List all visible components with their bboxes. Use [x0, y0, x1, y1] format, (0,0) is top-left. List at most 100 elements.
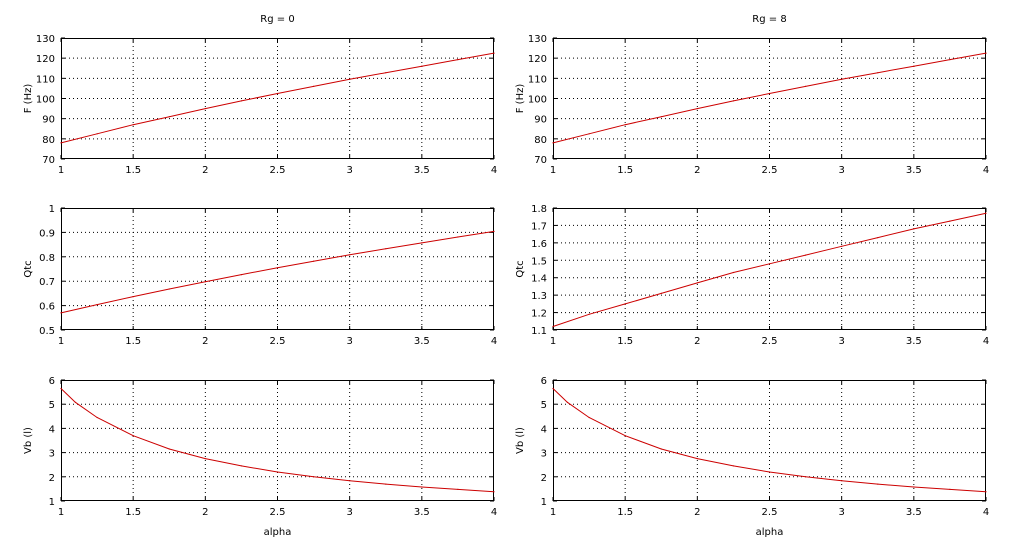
y-tick-label: 1.1: [531, 326, 547, 337]
x-tick-label: 3: [346, 336, 352, 347]
plot-panel-right-middle: 1 1.5 2 2.5 3 3.5 4 1.1 1.2 1.3 1.4 1.5 1.6 1.7 1.8 Qtc: [515, 204, 989, 347]
data-point: [132, 124, 134, 126]
y-axis-label: Vb (l): [23, 427, 34, 454]
data-point: [913, 65, 915, 67]
data-point: [588, 133, 590, 135]
x-tick-label: 2: [694, 507, 700, 518]
data-point: [204, 108, 206, 110]
data-point: [168, 448, 170, 450]
y-tick-label: 1.3: [531, 291, 547, 302]
x-tick-label: 1.5: [125, 507, 141, 518]
data-point: [624, 124, 626, 126]
x-tick-label: 4: [491, 165, 497, 176]
y-tick-label: 5: [49, 400, 55, 411]
y-tick-label: 2: [49, 473, 55, 484]
data-point: [985, 212, 987, 214]
y-axis-label: Qtc: [23, 260, 34, 277]
x-tick-label: 1: [550, 165, 556, 176]
data-point: [841, 78, 843, 80]
data-point: [949, 488, 951, 490]
y-tick-label: 1: [49, 204, 55, 215]
y-tick-label: 1.6: [531, 239, 547, 250]
data-point: [96, 304, 98, 306]
data-point: [60, 312, 62, 314]
data-point: [457, 236, 459, 238]
data-point: [204, 458, 206, 460]
data-point: [877, 483, 879, 485]
data-point: [805, 85, 807, 87]
x-tick-label: 2.5: [762, 165, 778, 176]
y-tick-label: 130: [36, 34, 55, 45]
y-tick-label: 2: [541, 473, 547, 484]
data-point: [732, 465, 735, 467]
y-tick-label: 1.2: [531, 309, 547, 320]
data-point: [96, 133, 98, 135]
y-tick-label: 80: [42, 135, 55, 146]
data-point: [732, 100, 735, 102]
data-point: [696, 458, 698, 460]
y-tick-label: 120: [528, 54, 547, 65]
y-tick-label: 6: [541, 376, 547, 387]
data-point: [493, 491, 495, 493]
x-tick-label: 1: [58, 336, 64, 347]
y-tick-label: 120: [36, 54, 55, 65]
y-tick-label: 1.5: [531, 256, 547, 267]
x-tick-label: 2.5: [270, 165, 286, 176]
plot-panel-right-top: 1 1.5 2 2.5 3 3.5 4 70 80 90 100 110 120 130 Rg = 8 F (…: [515, 14, 989, 176]
grid: [61, 38, 494, 159]
data-point: [805, 254, 807, 256]
plot-panel-left-bottom: 1 1.5 2 2.5 3 3.5 4 1 2 3 4 5 6 alpha Vb (l): [23, 376, 497, 538]
data-point: [841, 480, 843, 482]
data-point: [276, 267, 279, 269]
x-tick-label: 1: [550, 336, 556, 347]
data-point: [204, 281, 206, 283]
data-point: [421, 486, 423, 488]
chart-title: Rg = 0: [260, 14, 294, 25]
y-tick-label: 0.5: [39, 326, 55, 337]
data-point: [493, 230, 495, 232]
x-tick-label: 2: [694, 336, 700, 347]
x-tick-label: 2.5: [270, 507, 286, 518]
data-point: [276, 92, 279, 95]
y-tick-label: 0.7: [39, 277, 55, 288]
grid: [61, 208, 494, 330]
grid: [61, 380, 494, 501]
y-axis-label: F (Hz): [23, 84, 34, 114]
x-tick-label: 3.5: [414, 507, 430, 518]
y-tick-label: 4: [541, 424, 547, 435]
grid: [553, 380, 986, 501]
y-tick-label: 90: [42, 115, 55, 126]
data-point: [421, 242, 423, 244]
x-axis-label: alpha: [756, 527, 784, 538]
data-point: [660, 116, 662, 118]
y-tick-label: 100: [528, 95, 547, 106]
y-tick-label: 3: [49, 449, 55, 460]
data-point: [313, 260, 315, 262]
x-tick-label: 3.5: [906, 507, 922, 518]
y-tick-label: 90: [534, 115, 547, 126]
data-point: [313, 85, 315, 87]
y-tick-label: 1.8: [531, 204, 547, 215]
data-point: [421, 65, 423, 67]
x-tick-label: 1.5: [617, 507, 633, 518]
y-tick-label: 80: [534, 135, 547, 146]
grid: [553, 208, 986, 330]
data-point: [696, 282, 698, 284]
data-point: [768, 471, 771, 473]
y-tick-label: 6: [49, 376, 55, 387]
data-point: [588, 416, 590, 419]
x-tick-label: 3: [346, 165, 352, 176]
data-point: [457, 59, 459, 61]
y-tick-label: 110: [36, 74, 55, 85]
y-axis-label: Qtc: [515, 260, 526, 277]
data-point: [841, 245, 843, 247]
data-point: [60, 387, 62, 390]
x-tick-label: 1.5: [617, 165, 633, 176]
x-tick-label: 1.5: [617, 336, 633, 347]
y-tick-label: 130: [528, 34, 547, 45]
data-point: [913, 486, 915, 488]
data-point: [132, 435, 134, 437]
y-tick-label: 1: [49, 497, 55, 508]
y-axis-label: F (Hz): [515, 84, 526, 114]
